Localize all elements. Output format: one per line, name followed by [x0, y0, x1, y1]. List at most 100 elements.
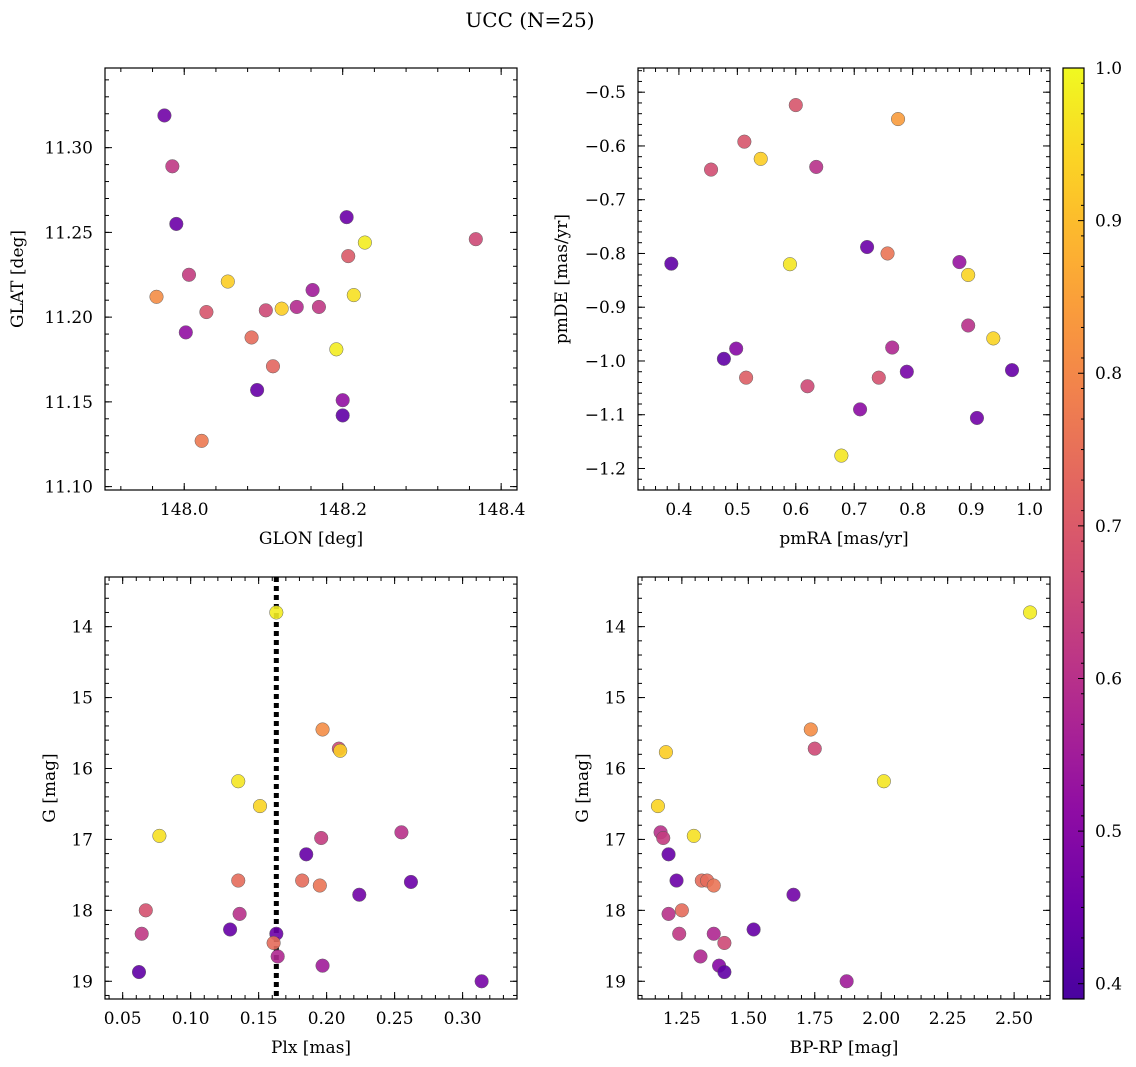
y-tick-label: −1.2 [585, 459, 626, 479]
data-point [686, 828, 701, 843]
y-tick-label: −0.7 [585, 191, 626, 211]
data-point [329, 342, 344, 357]
y-tick-label: −0.8 [585, 244, 626, 264]
data-point [270, 949, 285, 964]
colorbar-tick-label: 0.9 [1095, 212, 1122, 232]
data-point [394, 825, 409, 840]
data-point [265, 359, 281, 374]
colorbar: 0.4 0.5 0.6 0.7 0.8 0.9 1.0 [1062, 59, 1122, 1000]
x-tick-label: 0.4 [665, 500, 692, 520]
data-point [149, 289, 164, 304]
data-point [305, 282, 320, 298]
data-point [885, 340, 900, 355]
y-axis-label: G [mag] [573, 753, 593, 822]
y-axis-label: pmDE [mas/yr] [552, 214, 572, 344]
data-point [1004, 363, 1020, 378]
y-tick-label: 11.30 [44, 139, 93, 159]
y-tick-label: 19 [604, 972, 626, 992]
data-point [706, 878, 721, 893]
data-point [333, 743, 348, 758]
x-tick-label: 148.4 [477, 500, 526, 520]
data-point [244, 330, 259, 345]
x-tick-label: 1.0 [1016, 500, 1043, 520]
data-point [871, 370, 886, 385]
data-point [314, 830, 329, 846]
x-tick-label: 2.50 [995, 1009, 1033, 1029]
data-point [834, 448, 849, 463]
data-point [661, 906, 676, 921]
data-point [839, 974, 854, 989]
colorbar-tick-label: 1.0 [1095, 59, 1122, 79]
y-tick-label: −1.1 [585, 406, 626, 426]
data-point [403, 874, 418, 890]
x-tick-label: 2.00 [862, 1009, 900, 1029]
data-point [474, 974, 489, 989]
data-point [231, 873, 246, 888]
data-point [258, 303, 273, 318]
data-point [880, 246, 895, 261]
data-point [165, 159, 180, 174]
data-point [315, 958, 330, 973]
data-point [232, 906, 247, 921]
data-point [357, 235, 372, 250]
y-tick-label: −0.5 [585, 83, 626, 103]
data-point [252, 799, 268, 814]
x-tick-label: 0.6 [782, 500, 809, 520]
data-point [891, 112, 906, 127]
data-point [299, 847, 314, 862]
data-point [658, 745, 673, 760]
y-tick-label: 15 [604, 689, 626, 709]
data-point [753, 151, 768, 166]
x-tick-label: 1.50 [729, 1009, 767, 1029]
data-point [315, 722, 330, 737]
data-point [656, 830, 671, 846]
data-point [335, 393, 350, 408]
colorbar-tick-label: 0.8 [1095, 364, 1122, 384]
data-point [876, 774, 891, 789]
data-point [269, 605, 284, 620]
data-point [674, 903, 689, 918]
data-point [782, 257, 797, 272]
y-tick-label: 14 [604, 618, 626, 638]
panel-pmra-pmde: 0.4 0.5 0.6 0.7 0.8 0.9 1.0 −1.2 −1.1 −1.0 −0.9 −0.… [552, 67, 1051, 549]
colorbar-tick-label: 0.7 [1095, 517, 1122, 537]
data-point [138, 903, 153, 918]
data-point [899, 364, 914, 379]
y-tick-label: 18 [71, 901, 93, 921]
data-point [352, 887, 367, 902]
y-tick-label: 11.10 [44, 478, 93, 498]
data-point [131, 964, 147, 980]
x-tick-label: 0.7 [841, 500, 868, 520]
data-point [266, 935, 281, 951]
data-point [346, 288, 361, 303]
data-point [274, 301, 289, 316]
data-point [199, 304, 214, 320]
x-tick-label: 148.2 [318, 500, 367, 520]
x-tick-label: 0.9 [958, 500, 985, 520]
data-point [672, 926, 687, 941]
data-point [1023, 605, 1038, 620]
data-point [650, 799, 665, 814]
data-point [729, 341, 744, 356]
colorbar-tick-label: 0.5 [1095, 822, 1122, 842]
y-tick-label: 19 [71, 972, 93, 992]
data-point [717, 964, 732, 980]
x-axis-label: GLON [deg] [259, 529, 363, 549]
x-tick-label: 0.10 [172, 1009, 210, 1029]
data-point [468, 232, 483, 247]
data-point [803, 722, 818, 737]
x-tick-label: 0.20 [308, 1009, 346, 1029]
data-point [335, 408, 350, 423]
data-point [178, 325, 193, 340]
colorbar-frame [1062, 67, 1085, 1000]
data-point [807, 741, 822, 756]
y-tick-label: −1.0 [585, 352, 626, 372]
data-point [952, 255, 967, 270]
x-tick-label: 0.15 [240, 1009, 278, 1029]
data-point [181, 267, 197, 282]
x-tick-label: 0.8 [899, 500, 926, 520]
data-point [739, 370, 754, 385]
data-point [152, 828, 167, 843]
data-point [341, 249, 356, 264]
data-point [788, 98, 803, 113]
